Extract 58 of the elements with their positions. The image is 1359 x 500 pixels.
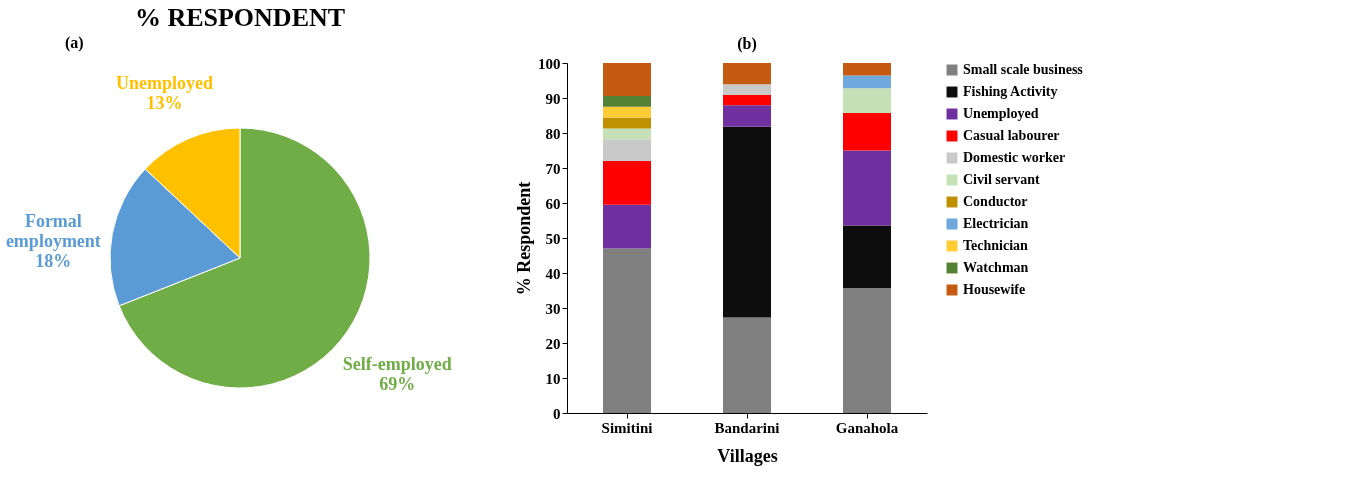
bar [603, 63, 651, 96]
y-tick-label: 60 [545, 195, 561, 212]
legend-label: Unemployed [963, 106, 1039, 121]
legend-label: Domestic worker [963, 150, 1066, 165]
y-tick-label: 10 [545, 370, 561, 387]
slice-label: Self-employed [342, 353, 452, 374]
x-tick-label: Ganahola [835, 419, 899, 436]
bar [723, 126, 771, 318]
y-tick-label: 50 [545, 230, 561, 247]
bar [603, 139, 651, 161]
y-tick-label: 100 [538, 55, 561, 72]
legend-label: Civil servant [963, 172, 1040, 187]
bar [723, 94, 771, 106]
bar [603, 204, 651, 249]
chart-title: (b) [737, 35, 757, 53]
legend-label: Housewife [963, 282, 1026, 297]
y-axis-title: % Respondent [514, 181, 534, 296]
y-tick-label: 0 [553, 405, 561, 422]
slice-label: Unemployed [116, 72, 214, 93]
bar [603, 248, 651, 413]
y-tick-label: 20 [545, 335, 561, 352]
y-tick-label: 90 [545, 90, 561, 107]
legend-label: Casual labourer [963, 128, 1060, 143]
bar [723, 105, 771, 127]
legend-label: Technician [963, 238, 1029, 253]
bar [603, 128, 651, 140]
bar [723, 317, 771, 413]
chart-title: % RESPONDENT [134, 3, 346, 32]
bar [603, 117, 651, 129]
bar [723, 63, 771, 85]
bar [843, 288, 891, 413]
x-tick-label: Bandarini [714, 419, 780, 436]
y-tick-label: 70 [545, 160, 561, 177]
bar [843, 63, 891, 76]
y-tick-label: 80 [545, 125, 561, 142]
bar [843, 75, 891, 89]
data-label: 13% [146, 92, 183, 113]
bar [843, 88, 891, 114]
x-axis-title: Villages [717, 445, 778, 466]
legend-label: Conductor [963, 194, 1028, 209]
text: (a) [65, 34, 84, 52]
legend-label: Electrician [963, 216, 1029, 231]
y-tick-label: 40 [545, 265, 561, 282]
slice-label: Formal employment [5, 211, 101, 252]
bar [603, 161, 651, 205]
bar [603, 95, 651, 107]
data-label: 69% [379, 373, 416, 394]
bar [603, 106, 651, 118]
bar [723, 84, 771, 95]
bar [843, 150, 891, 226]
legend-label: Fishing Activity [963, 84, 1058, 99]
legend-label: Small scale business [963, 62, 1084, 77]
bar [843, 225, 891, 289]
bar [843, 113, 891, 151]
y-tick-label: 30 [545, 300, 561, 317]
legend-label: Watchman [963, 260, 1029, 275]
x-tick-label: Simitini [601, 419, 653, 436]
data-label: 18% [35, 251, 72, 272]
